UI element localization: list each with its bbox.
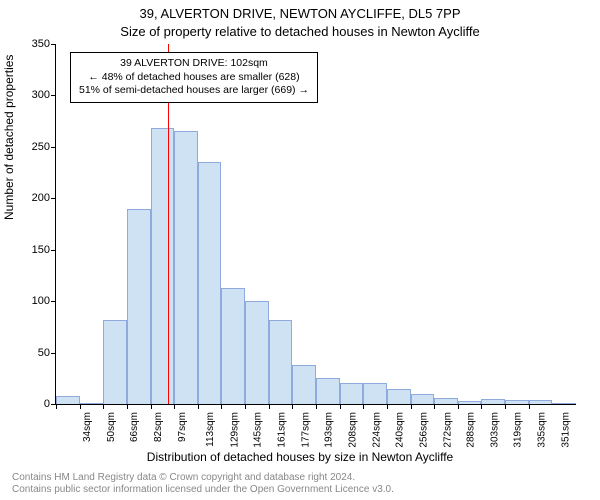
histogram-bar (151, 128, 175, 404)
histogram-bar (481, 399, 505, 404)
xtick-mark (340, 404, 341, 409)
xtick-label: 335sqm (537, 412, 548, 448)
xtick-mark (127, 404, 128, 409)
histogram-bar (198, 162, 222, 404)
histogram-bar (292, 365, 316, 404)
xtick-mark (316, 404, 317, 409)
histogram-bar (316, 378, 340, 404)
xtick-mark (80, 404, 81, 409)
histogram-bar (56, 396, 80, 404)
xtick-label: 224sqm (371, 412, 382, 448)
footer-line2: Contains public sector information licen… (12, 484, 394, 496)
ytick-mark (51, 353, 56, 354)
xtick-label: 208sqm (348, 412, 359, 448)
xtick-mark (411, 404, 412, 409)
ytick-mark (51, 44, 56, 45)
xtick-label: 161sqm (277, 412, 288, 448)
xtick-mark (458, 404, 459, 409)
ytick-label: 200 (32, 192, 50, 204)
xtick-label: 34sqm (82, 412, 93, 442)
chart-title-address: 39, ALVERTON DRIVE, NEWTON AYCLIFFE, DL5… (0, 6, 600, 21)
xtick-label: 319sqm (513, 412, 524, 448)
histogram-bar (458, 401, 482, 404)
xtick-label: 272sqm (442, 412, 453, 448)
xtick-label: 240sqm (395, 412, 406, 448)
annotation-box: 39 ALVERTON DRIVE: 102sqm← 48% of detach… (70, 52, 318, 103)
ytick-label: 100 (32, 295, 50, 307)
xtick-mark (363, 404, 364, 409)
xtick-label: 50sqm (106, 412, 117, 442)
histogram-bar (363, 383, 387, 404)
ytick-label: 150 (32, 244, 50, 256)
xtick-mark (269, 404, 270, 409)
xtick-mark (481, 404, 482, 409)
histogram-bar (103, 320, 127, 404)
xtick-label: 113sqm (205, 412, 216, 447)
xtick-label: 82sqm (153, 412, 164, 442)
xtick-mark (221, 404, 222, 409)
histogram-bar (269, 320, 293, 404)
ytick-mark (51, 198, 56, 199)
annotation-line1: 39 ALVERTON DRIVE: 102sqm (79, 57, 309, 71)
x-axis-label: Distribution of detached houses by size … (0, 450, 600, 464)
xtick-mark (151, 404, 152, 409)
histogram-bar (127, 209, 151, 404)
ytick-mark (51, 250, 56, 251)
xtick-mark (434, 404, 435, 409)
xtick-mark (198, 404, 199, 409)
histogram-bar (505, 400, 529, 404)
xtick-label: 145sqm (253, 412, 264, 448)
histogram-bar (529, 400, 553, 404)
ytick-mark (51, 95, 56, 96)
xtick-mark (387, 404, 388, 409)
annotation-line3: 51% of semi-detached houses are larger (… (79, 84, 309, 98)
histogram-bar (245, 301, 269, 404)
ytick-label: 50 (38, 347, 50, 359)
y-axis-label: Number of detached properties (2, 55, 16, 220)
xtick-label: 288sqm (466, 412, 477, 448)
xtick-label: 129sqm (229, 412, 240, 448)
xtick-mark (174, 404, 175, 409)
xtick-label: 177sqm (300, 412, 311, 448)
histogram-bar (434, 398, 458, 404)
xtick-label: 303sqm (489, 412, 500, 448)
xtick-mark (103, 404, 104, 409)
ytick-label: 0 (44, 398, 50, 410)
histogram-bar (80, 403, 104, 404)
xtick-label: 256sqm (418, 412, 429, 448)
xtick-mark (56, 404, 57, 409)
ytick-label: 300 (32, 89, 50, 101)
ytick-label: 250 (32, 141, 50, 153)
chart-title-subtitle: Size of property relative to detached ho… (0, 24, 600, 39)
ytick-mark (51, 301, 56, 302)
footer-attribution: Contains HM Land Registry data © Crown c… (12, 472, 394, 496)
xtick-label: 351sqm (560, 412, 571, 448)
xtick-mark (245, 404, 246, 409)
ytick-mark (51, 147, 56, 148)
xtick-mark (505, 404, 506, 409)
histogram-bar (174, 131, 198, 404)
xtick-label: 193sqm (324, 412, 335, 448)
histogram-bar (221, 288, 245, 404)
xtick-label: 97sqm (177, 412, 188, 442)
xtick-mark (529, 404, 530, 409)
histogram-bar (340, 383, 364, 404)
xtick-mark (292, 404, 293, 409)
histogram-bar (411, 394, 435, 404)
footer-line1: Contains HM Land Registry data © Crown c… (12, 472, 394, 484)
histogram-bar (387, 389, 411, 404)
ytick-label: 350 (32, 38, 50, 50)
histogram-bar (552, 403, 576, 404)
annotation-line2: ← 48% of detached houses are smaller (62… (79, 71, 309, 85)
xtick-label: 66sqm (129, 412, 140, 442)
